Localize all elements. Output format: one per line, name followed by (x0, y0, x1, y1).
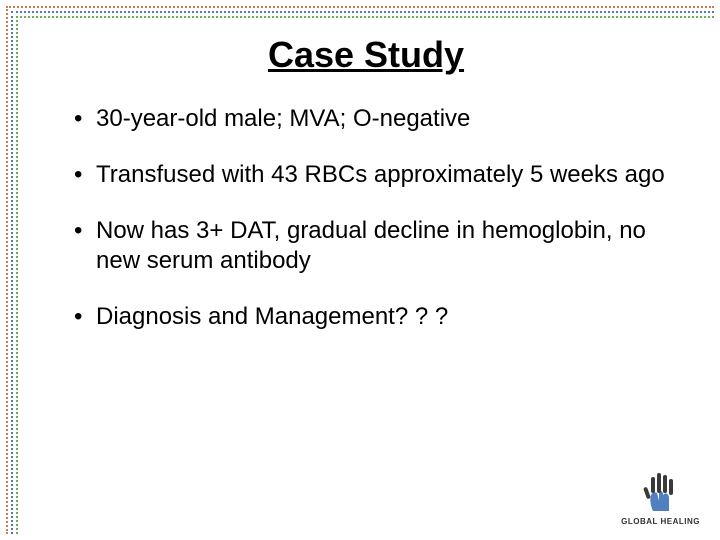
decorative-border-mid: Case Study 30-year-old male; MVA; O-nega… (11, 11, 714, 534)
bullet-item: Diagnosis and Management? ? ? (74, 302, 674, 332)
logo-text: GLOBAL HEALING (621, 517, 700, 526)
decorative-border-outer: Case Study 30-year-old male; MVA; O-nega… (6, 6, 714, 534)
slide-content: Case Study 30-year-old male; MVA; O-nega… (18, 18, 714, 534)
global-healing-logo: GLOBAL HEALING (621, 473, 700, 526)
bullet-list: 30-year-old male; MVA; O-negative Transf… (58, 104, 674, 332)
slide-title: Case Study (58, 34, 674, 76)
bullet-item: Now has 3+ DAT, gradual decline in hemog… (74, 216, 674, 276)
bullet-item: 30-year-old male; MVA; O-negative (74, 104, 674, 134)
hand-icon (639, 473, 683, 515)
bullet-item: Transfused with 43 RBCs approximately 5 … (74, 160, 674, 190)
decorative-border-inner: Case Study 30-year-old male; MVA; O-nega… (16, 16, 714, 534)
